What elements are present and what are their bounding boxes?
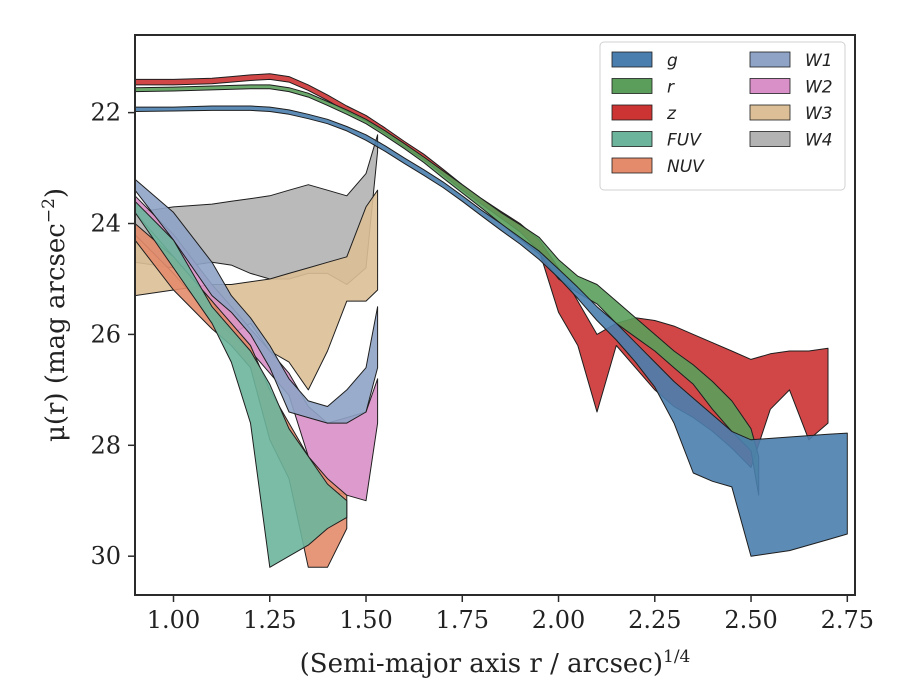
axis-ticks: 1.00 1.25 1.50 1.75 2.00 2.25 2.50 2.75 22 24 26 28… [90, 99, 874, 634]
legend: grz FUV NUV W1 W2 W3 W4 [599, 41, 846, 191]
legend-label-w1: W1 [805, 51, 833, 71]
x-tick-label: 2.25 [628, 606, 681, 634]
x-axis-title-power: 1/4 [663, 647, 690, 667]
legend-label-w2: W2 [805, 78, 833, 98]
band-w1 [134, 178, 379, 424]
plot-frame [134, 34, 856, 596]
x-tick-label: 2.50 [724, 606, 777, 634]
legend-label-r: r [667, 78, 675, 98]
legend-label-w4: W4 [805, 131, 833, 151]
y-axis-title-power: −2 [39, 198, 59, 223]
x-tick-label: 1.00 [147, 606, 200, 634]
x-tick-label: 1.50 [339, 606, 392, 634]
y-tick-label: 28 [90, 431, 121, 459]
legend-swatch-r [611, 78, 653, 94]
x-axis-title: (Semi-major axis r / arcsec)1/4 [300, 647, 691, 679]
legend-label-fuv: FUV [667, 131, 702, 151]
x-tick-label: 2.00 [532, 606, 585, 634]
y-tick-label: 30 [90, 542, 121, 570]
legend-swatch-w3 [749, 104, 791, 121]
legend-swatch-w4 [749, 131, 791, 147]
legend-swatch-nuv [611, 157, 653, 174]
x-tick-label: 1.25 [243, 606, 296, 634]
legend-swatch-w1 [749, 51, 791, 68]
y-tick-label: 22 [90, 99, 121, 127]
legend-label-nuv: NUV [667, 157, 705, 177]
legend-swatch-g [611, 51, 653, 68]
x-tick-label: 2.75 [821, 606, 874, 634]
band-fuv [134, 200, 348, 568]
legend-label-z: z [666, 104, 677, 124]
legend-label-g: g [667, 51, 678, 71]
y-tick-label: 26 [90, 320, 121, 348]
y-axis-title-close: ) [41, 188, 71, 198]
band-g [134, 105, 848, 557]
y-tick-label: 24 [90, 210, 121, 238]
series-areas [134, 73, 848, 568]
legend-swatch-w2 [749, 78, 791, 94]
legend-swatch-z [611, 104, 653, 121]
y-axis-title: μ(r) (mag arcsec−2) [39, 188, 71, 442]
legend-swatch-fuv [611, 131, 653, 147]
x-tick-label: 1.75 [436, 606, 489, 634]
legend-label-w3: W3 [805, 104, 833, 124]
